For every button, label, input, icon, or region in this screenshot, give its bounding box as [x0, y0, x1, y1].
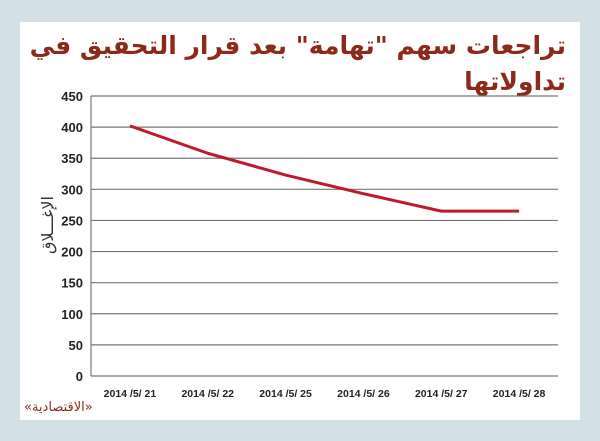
y-tick-label: 300: [61, 182, 83, 197]
series-line: [129, 124, 520, 213]
y-tick-label: 150: [61, 276, 83, 291]
y-tick-label: 50: [69, 338, 83, 353]
y-tick-label: 0: [76, 369, 83, 384]
y-tick-label: 250: [61, 213, 83, 228]
x-tick-label: 2014 /5/ 21: [104, 388, 157, 400]
x-tick-label: 2014 /5/ 27: [415, 388, 468, 400]
x-tick-label: 2014 /5/ 26: [337, 388, 390, 400]
x-tick-label: 2014 /5/ 28: [493, 388, 546, 400]
y-tick-label: 400: [61, 120, 83, 135]
chart-title-text: تراجعات سهم "تهامة" بعد قرار التحقيق في …: [29, 31, 566, 96]
x-tick-label: 2014 /5/ 25: [259, 388, 312, 400]
y-tick-label: 100: [61, 307, 83, 322]
y-tick-label: 350: [61, 151, 83, 166]
chart-title: تراجعات سهم "تهامة" بعد قرار التحقيق في …: [0, 28, 580, 100]
source-credit: «الاقتصادية»: [24, 400, 93, 415]
y-tick-label: 450: [61, 89, 83, 104]
x-tick-label: 2014 /5/ 22: [181, 388, 234, 400]
y-tick-label: 200: [61, 245, 83, 260]
